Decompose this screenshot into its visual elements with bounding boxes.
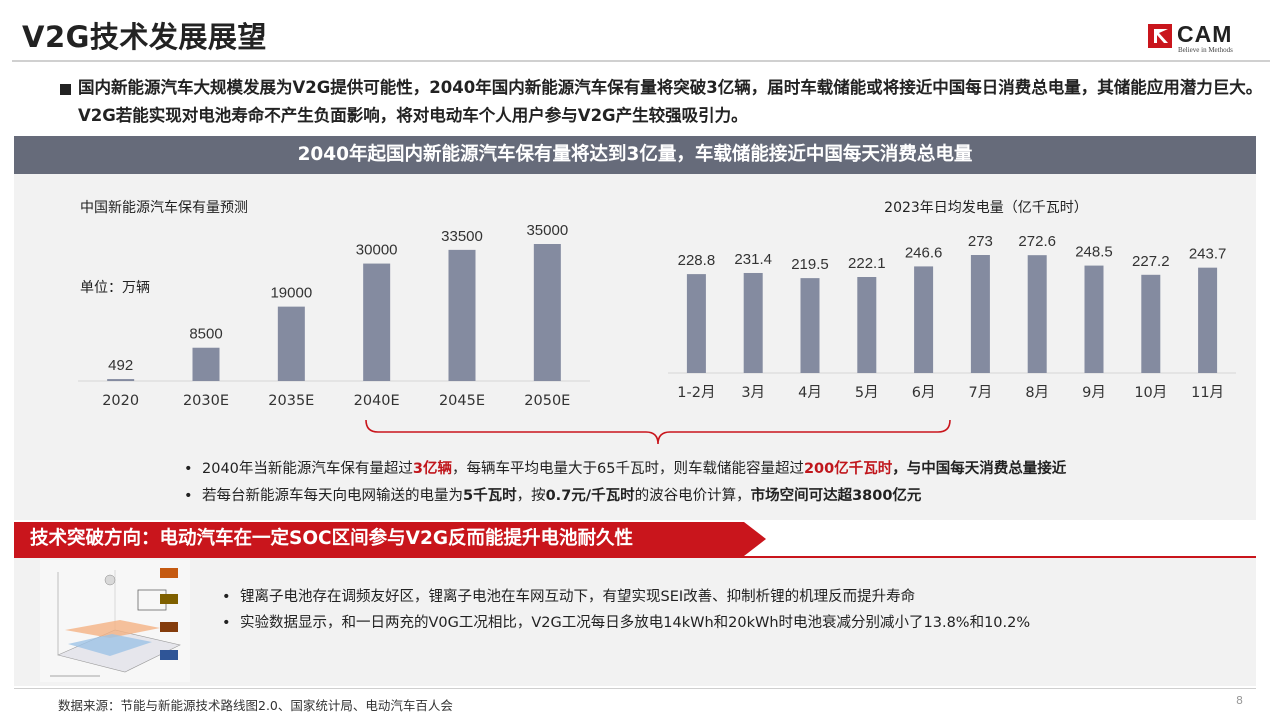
chart1-bar <box>277 306 305 381</box>
chart2-data-label: 219.5 <box>791 256 829 273</box>
chart2-bar <box>1084 265 1104 373</box>
footer-divider <box>14 688 1256 689</box>
title-divider <box>12 60 1270 62</box>
chart1-bar <box>448 249 476 381</box>
logo-mark-icon <box>1148 24 1172 48</box>
chart1-bar <box>192 347 220 381</box>
chart1-data-label: 35000 <box>526 222 568 239</box>
section2-title: 技术突破方向：电动汽车在一定SOC区间参与V2G反而能提升电池耐久性 <box>30 528 634 549</box>
chart2-tick-label: 10月 <box>1134 385 1167 401</box>
section2-header: 技术突破方向：电动汽车在一定SOC区间参与V2G反而能提升电池耐久性 <box>14 522 780 556</box>
chart1-tick-label: 2020 <box>102 393 139 409</box>
page-title: V2G技术发展展望 <box>22 20 267 54</box>
chart2-data-label: 228.8 <box>678 252 716 269</box>
chart2-data-label: 222.1 <box>848 255 886 272</box>
chart1-data-label: 33500 <box>441 228 483 245</box>
chart1-tick-label: 2030E <box>183 393 229 409</box>
chart1-title: 中国新能源汽车保有量预测 <box>80 199 248 216</box>
page-number: 8 <box>1236 694 1243 707</box>
chart2-bar <box>1027 255 1047 373</box>
chart2-data-label: 246.6 <box>905 244 943 261</box>
chart2-bar <box>857 277 877 373</box>
chart1-bar <box>363 263 391 381</box>
section2-bar <box>14 522 744 556</box>
chart2-tick-label: 5月 <box>855 385 879 401</box>
logo-text: CAM <box>1177 21 1233 47</box>
research-notes-list: 锂离子电池存在调频友好区，锂离子电池在车网互动下，有望实现SEI改善、抑制析锂的… <box>222 584 1030 636</box>
chart2-data-label: 273 <box>968 233 993 250</box>
chart2-title: 2023年日均发电量（亿千瓦时） <box>884 200 1088 216</box>
chart2-bar <box>800 278 820 373</box>
chart2-tick-label: 7月 <box>969 385 993 401</box>
chart1-tick-label: 2050E <box>524 393 570 409</box>
chart1-tick-label: 2045E <box>439 393 485 409</box>
research-note-item: 实验数据显示，和一日两充的V0G工况相比，V2G工况每日多放电14kWh和20k… <box>222 610 1030 636</box>
chart2-bar <box>1141 274 1161 373</box>
chart-notes-list: 2040年当新能源汽车保有量超过3亿辆，每辆车平均电量大于65千瓦时，则车载储能… <box>184 456 1066 510</box>
chart1-data-label: 492 <box>108 357 133 374</box>
chart2-tick-label: 11月 <box>1191 385 1224 401</box>
chart1-data-label: 19000 <box>270 285 312 302</box>
battery-experiment-figure <box>40 560 190 682</box>
section2-underline <box>14 556 1256 558</box>
company-logo: CAM Believe in Methods <box>1148 21 1258 60</box>
chart-banner: 2040年起国内新能源汽车保有量将达到3亿量，车载储能接近中国每天消费总电量 <box>14 136 1256 174</box>
logo-tagline: Believe in Methods <box>1178 46 1233 54</box>
chart2-tick-label: 9月 <box>1082 385 1106 401</box>
section2-arrow-icon <box>744 522 766 556</box>
chart2-data-label: 248.5 <box>1075 244 1113 261</box>
chart2-data-label: 227.2 <box>1132 253 1170 270</box>
chart2-tick-label: 8月 <box>1025 385 1049 401</box>
chart2-tick-label: 3月 <box>741 385 765 401</box>
intro-paragraph: 国内新能源汽车大规模发展为V2G提供可能性，2040年国内新能源汽车保有量将突破… <box>78 78 1263 125</box>
chart2-tick-label: 6月 <box>912 385 936 401</box>
chart1-data-label: 8500 <box>189 326 222 343</box>
chart2-bar <box>743 272 763 373</box>
research-note-item: 锂离子电池存在调频友好区，锂离子电池在车网互动下，有望实现SEI改善、抑制析锂的… <box>222 584 1030 610</box>
chart2-tick-label: 1-2月 <box>677 385 715 401</box>
chart1-unit-label: 单位：万辆 <box>80 280 150 296</box>
chart2-data-label: 272.6 <box>1018 233 1056 250</box>
chart1-tick-label: 2040E <box>354 393 400 409</box>
chart2-data-label: 243.7 <box>1189 246 1227 263</box>
chart1-data-label: 30000 <box>356 242 398 259</box>
chart2-bar <box>1198 267 1218 373</box>
bracket-connector <box>365 419 951 445</box>
chart-note-item: 若每台新能源车每天向电网输送的电量为5千瓦时，按0.7元/千瓦时的波谷电价计算，… <box>184 483 1066 510</box>
data-source-note: 数据来源：节能与新能源技术路线图2.0、国家统计局、电动汽车百人会 <box>58 698 453 713</box>
chart1-bar <box>107 379 135 381</box>
chart-note-item: 2040年当新能源汽车保有量超过3亿辆，每辆车平均电量大于65千瓦时，则车载储能… <box>184 456 1066 483</box>
chart2-bar <box>914 266 934 373</box>
chart1-bar <box>533 244 561 381</box>
square-bullet-icon <box>60 84 71 95</box>
chart2-bar <box>686 274 706 373</box>
chart1-tick-label: 2035E <box>268 393 314 409</box>
chart2-bar <box>970 255 990 373</box>
chart2-tick-label: 4月 <box>798 385 822 401</box>
chart2-data-label: 231.4 <box>734 251 772 268</box>
